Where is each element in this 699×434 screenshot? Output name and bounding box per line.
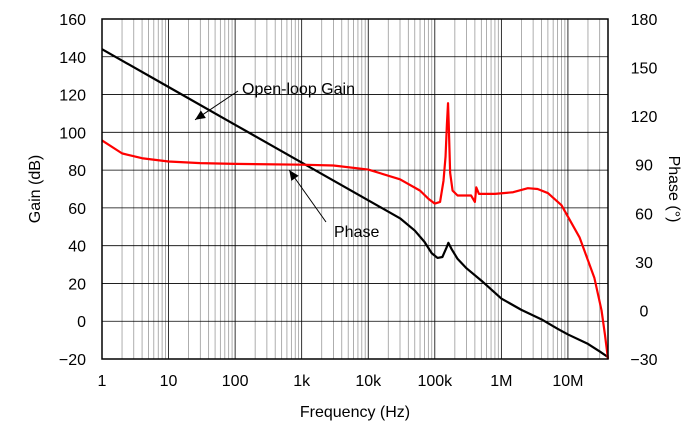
y-tick-label: −20 (59, 352, 86, 369)
y2-axis-label: Phase (°) (665, 156, 682, 223)
phase-annotation-arrow (288, 169, 327, 223)
y-tick-label: 140 (59, 50, 86, 67)
x-tick-label: 100k (417, 373, 453, 390)
x-axis-label: Frequency (Hz) (300, 404, 410, 421)
y-tick-label: 40 (68, 239, 86, 256)
y2-tick-label: 150 (631, 61, 658, 78)
y2-tick-label: 0 (640, 303, 649, 320)
y-axis-label: Gain (dB) (27, 155, 44, 223)
x-axis-ticks: 1 10 100 1k 10k 100k 1M 10M (98, 373, 584, 390)
y-tick-label: 20 (68, 276, 86, 293)
y-tick-label: 60 (68, 201, 86, 218)
minor-gridlines (121, 19, 609, 359)
x-tick-label: 1k (293, 373, 311, 390)
gain-annotation-arrowhead (195, 110, 206, 120)
x-tick-label: 10 (160, 373, 178, 390)
y2-tick-label: 90 (635, 158, 653, 175)
y2-tick-label: −30 (630, 352, 657, 369)
y-tick-label: 80 (68, 163, 86, 180)
x-tick-label: 100 (222, 373, 249, 390)
y-tick-label: 120 (59, 88, 86, 105)
x-tick-label: 1 (98, 373, 107, 390)
phase-annotation-arrowhead (289, 170, 299, 181)
gain-series-line (101, 48, 609, 359)
gain-annotation-label: Open-loop Gain (242, 81, 355, 98)
y-tick-label: 0 (77, 314, 86, 331)
y-tick-label: 160 (59, 12, 86, 29)
annotations: Open-loop Gain Phase (194, 81, 379, 241)
phase-series-line (101, 102, 610, 360)
series-layer (101, 48, 610, 360)
y2-tick-label: 30 (635, 255, 653, 272)
y2-tick-label: 60 (635, 206, 653, 223)
x-tick-label: 10M (552, 373, 583, 390)
left-axis-ticks: −20 0 20 40 60 80 100 120 140 160 (59, 12, 86, 369)
y-tick-label: 100 (59, 125, 86, 142)
x-tick-label: 1M (490, 373, 512, 390)
x-tick-label: 10k (355, 373, 382, 390)
phase-annotation-label: Phase (334, 224, 379, 241)
plot-frame (101, 18, 609, 360)
right-axis-ticks: −30 0 30 60 90 120 150 180 (630, 12, 657, 369)
y2-tick-label: 180 (631, 12, 658, 29)
y2-tick-label: 120 (631, 109, 658, 126)
